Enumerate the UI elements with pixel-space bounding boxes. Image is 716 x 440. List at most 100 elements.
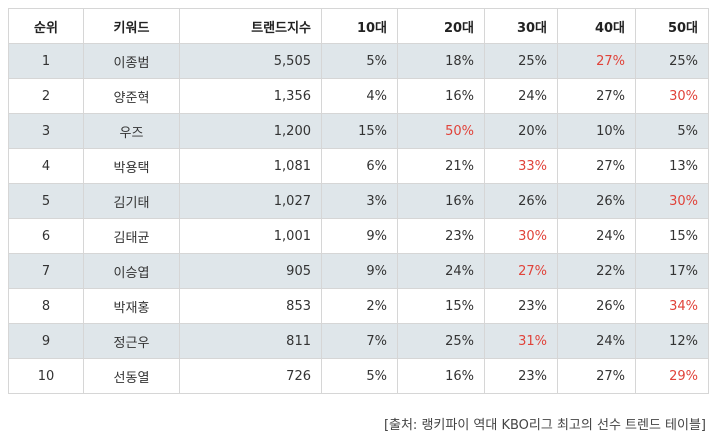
table-row: 3 우즈 1,200 15% 50% 20% 10% 5% [8, 113, 709, 149]
table-row: 5 김기태 1,027 3% 16% 26% 26% 30% [8, 183, 709, 219]
cell-keyword: 김태균 [83, 218, 180, 254]
cell-30s: 26% [484, 183, 558, 219]
table-body: 1 이종범 5,505 5% 18% 25% 27% 25% 2 양준혁 1,356 4% 16% 24%… [8, 43, 709, 394]
cell-rank: 3 [8, 113, 84, 149]
table-row: 7 이승엽 905 9% 24% 27% 22% 17% [8, 253, 709, 289]
cell-30s: 24% [484, 78, 558, 114]
cell-10s: 5% [321, 43, 398, 79]
cell-20s: 50% [397, 113, 485, 149]
cell-30s: 27% [484, 253, 558, 289]
table-row: 8 박재홍 853 2% 15% 23% 26% 34% [8, 288, 709, 324]
cell-rank: 10 [8, 358, 84, 394]
cell-10s: 4% [321, 78, 398, 114]
cell-10s: 9% [321, 253, 398, 289]
cell-50s: 5% [635, 113, 709, 149]
cell-trend-index: 905 [179, 253, 322, 289]
cell-10s: 7% [321, 323, 398, 359]
cell-40s: 26% [557, 288, 636, 324]
source-note: [출처: 랭키파이 역대 KBO리그 최고의 선수 트렌드 테이블] [383, 418, 706, 433]
header-50s: 50대 [635, 8, 709, 44]
cell-rank: 8 [8, 288, 84, 324]
cell-30s: 33% [484, 148, 558, 184]
cell-40s: 27% [557, 43, 636, 79]
cell-rank: 7 [8, 253, 84, 289]
header-trend-index: 트랜드지수 [179, 8, 322, 44]
cell-rank: 6 [8, 218, 84, 254]
header-row: 순위 키워드 트랜드지수 10대 20대 30대 40대 50대 [8, 8, 709, 44]
cell-rank: 1 [8, 43, 84, 79]
cell-rank: 9 [8, 323, 84, 359]
cell-rank: 4 [8, 148, 84, 184]
cell-10s: 2% [321, 288, 398, 324]
cell-20s: 24% [397, 253, 485, 289]
cell-20s: 15% [397, 288, 485, 324]
cell-50s: 15% [635, 218, 709, 254]
table-row: 2 양준혁 1,356 4% 16% 24% 27% 30% [8, 78, 709, 114]
trend-table-container: 순위 키워드 트랜드지수 10대 20대 30대 40대 50대 1 이종범 5,5… [8, 8, 709, 394]
cell-keyword: 우즈 [83, 113, 180, 149]
cell-50s: 13% [635, 148, 709, 184]
cell-20s: 16% [397, 358, 485, 394]
header-keyword: 키워드 [83, 8, 180, 44]
trend-table: 순위 키워드 트랜드지수 10대 20대 30대 40대 50대 1 이종범 5,5… [8, 8, 709, 394]
cell-keyword: 양준혁 [83, 78, 180, 114]
cell-rank: 5 [8, 183, 84, 219]
header-30s: 30대 [484, 8, 558, 44]
cell-40s: 24% [557, 323, 636, 359]
cell-20s: 23% [397, 218, 485, 254]
cell-20s: 25% [397, 323, 485, 359]
cell-30s: 30% [484, 218, 558, 254]
cell-keyword: 선동열 [83, 358, 180, 394]
table-row: 9 정근우 811 7% 25% 31% 24% 12% [8, 323, 709, 359]
cell-30s: 20% [484, 113, 558, 149]
cell-40s: 10% [557, 113, 636, 149]
cell-trend-index: 1,356 [179, 78, 322, 114]
table-row: 6 김태균 1,001 9% 23% 30% 24% 15% [8, 218, 709, 254]
cell-trend-index: 1,081 [179, 148, 322, 184]
cell-20s: 16% [397, 78, 485, 114]
cell-10s: 6% [321, 148, 398, 184]
cell-50s: 30% [635, 183, 709, 219]
table-row: 1 이종범 5,505 5% 18% 25% 27% 25% [8, 43, 709, 79]
header-rank: 순위 [8, 8, 84, 44]
cell-50s: 34% [635, 288, 709, 324]
cell-10s: 15% [321, 113, 398, 149]
cell-30s: 23% [484, 288, 558, 324]
cell-50s: 29% [635, 358, 709, 394]
cell-rank: 2 [8, 78, 84, 114]
cell-trend-index: 726 [179, 358, 322, 394]
header-10s: 10대 [321, 8, 398, 44]
header-40s: 40대 [557, 8, 636, 44]
cell-40s: 27% [557, 148, 636, 184]
cell-50s: 17% [635, 253, 709, 289]
cell-50s: 12% [635, 323, 709, 359]
cell-20s: 21% [397, 148, 485, 184]
cell-30s: 31% [484, 323, 558, 359]
cell-trend-index: 5,505 [179, 43, 322, 79]
cell-20s: 18% [397, 43, 485, 79]
cell-30s: 23% [484, 358, 558, 394]
cell-keyword: 김기태 [83, 183, 180, 219]
cell-keyword: 정근우 [83, 323, 180, 359]
cell-40s: 24% [557, 218, 636, 254]
table-row: 4 박용택 1,081 6% 21% 33% 27% 13% [8, 148, 709, 184]
cell-keyword: 박용택 [83, 148, 180, 184]
cell-keyword: 이승엽 [83, 253, 180, 289]
cell-trend-index: 1,001 [179, 218, 322, 254]
cell-10s: 3% [321, 183, 398, 219]
cell-10s: 5% [321, 358, 398, 394]
cell-trend-index: 1,027 [179, 183, 322, 219]
cell-trend-index: 1,200 [179, 113, 322, 149]
header-20s: 20대 [397, 8, 485, 44]
cell-30s: 25% [484, 43, 558, 79]
cell-20s: 16% [397, 183, 485, 219]
cell-40s: 27% [557, 78, 636, 114]
table-header: 순위 키워드 트랜드지수 10대 20대 30대 40대 50대 [8, 8, 709, 44]
cell-10s: 9% [321, 218, 398, 254]
cell-trend-index: 811 [179, 323, 322, 359]
cell-40s: 27% [557, 358, 636, 394]
table-row: 10 선동열 726 5% 16% 23% 27% 29% [8, 358, 709, 394]
cell-40s: 22% [557, 253, 636, 289]
cell-50s: 25% [635, 43, 709, 79]
cell-50s: 30% [635, 78, 709, 114]
